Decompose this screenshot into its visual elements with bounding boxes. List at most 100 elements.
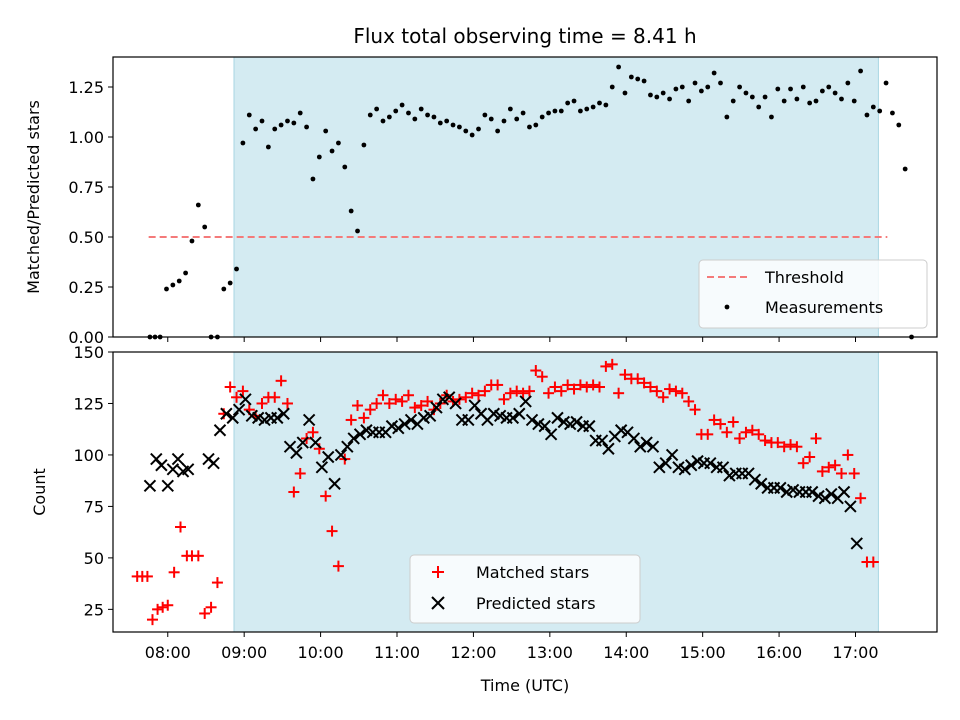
measurement-point bbox=[170, 282, 176, 288]
predicted-star-point bbox=[538, 419, 551, 433]
matched-star-point bbox=[855, 492, 867, 504]
predicted-star-point bbox=[583, 419, 596, 433]
measurement-point bbox=[240, 140, 246, 146]
x-tick-label: 14:00 bbox=[603, 643, 649, 662]
predicted-star-point bbox=[818, 491, 832, 505]
matched-star-point bbox=[504, 387, 516, 399]
measurement-point bbox=[164, 286, 169, 292]
top-y-tick-label: 0.25 bbox=[68, 278, 104, 297]
matched-star-point bbox=[162, 599, 174, 611]
predicted-star-point bbox=[462, 413, 475, 427]
measurement-point bbox=[221, 286, 227, 292]
measurement-point bbox=[380, 118, 386, 124]
measurement-point bbox=[361, 142, 367, 148]
x-tick-label: 16:00 bbox=[756, 643, 802, 662]
measurement-point bbox=[450, 122, 456, 128]
measurement-point bbox=[367, 112, 373, 118]
chart-title: Flux total observing time = 8.41 h bbox=[353, 24, 696, 48]
measurement-point bbox=[507, 106, 513, 112]
bottom-y-tick-label: 100 bbox=[73, 446, 104, 465]
measurement-point bbox=[183, 270, 188, 276]
matched-star-point bbox=[460, 391, 472, 403]
matched-star-point bbox=[797, 457, 809, 469]
measurement-point bbox=[832, 90, 838, 96]
measurement-point bbox=[355, 228, 360, 234]
matched-star-point bbox=[383, 397, 395, 409]
matched-star-point bbox=[657, 391, 669, 403]
bottom-y-tick-label: 125 bbox=[73, 394, 104, 413]
measurement-point bbox=[463, 128, 469, 134]
predicted-star-point bbox=[271, 411, 284, 425]
measurement-point bbox=[488, 116, 494, 122]
matched-star-point bbox=[606, 358, 618, 370]
bottom-legend: Matched stars Predicted stars bbox=[409, 554, 641, 624]
predicted-star-point bbox=[659, 456, 672, 470]
measurement-point bbox=[826, 84, 832, 90]
measurement-point bbox=[234, 266, 239, 272]
predicted-star-point bbox=[850, 537, 863, 550]
measurement-point bbox=[845, 80, 851, 86]
measurement-point bbox=[775, 86, 781, 92]
top-legend: Threshold Measurements bbox=[698, 259, 928, 329]
matched-star-point bbox=[746, 424, 758, 436]
measurement-point bbox=[189, 238, 195, 244]
measurement-point bbox=[329, 148, 335, 154]
matched-star-point bbox=[473, 389, 485, 401]
predicted-star-point bbox=[143, 479, 157, 493]
measurement-point bbox=[393, 108, 399, 114]
matched-star-point bbox=[523, 385, 535, 397]
matched-star-point bbox=[396, 395, 408, 407]
predicted-star-point bbox=[602, 442, 615, 455]
bottom-panel: 25 50 75 100 125 150 08:00 09:00 10:00 11:00 12:0… bbox=[30, 343, 938, 695]
matched-star-point bbox=[281, 397, 293, 409]
matched-star-point bbox=[829, 459, 841, 471]
predicted-star-point bbox=[404, 413, 418, 427]
measurement-point bbox=[622, 90, 628, 96]
measurements-legend-label: Measurements bbox=[765, 298, 883, 317]
predicted-star-point bbox=[468, 399, 481, 412]
predicted-star-point bbox=[551, 411, 564, 425]
predicted-star-point bbox=[207, 456, 220, 470]
predicted-star-point bbox=[334, 448, 348, 462]
measurement-point bbox=[724, 114, 730, 120]
matched-star-point bbox=[727, 416, 739, 428]
measurement-point bbox=[457, 124, 462, 130]
measurement-point bbox=[527, 124, 532, 130]
matched-star-point bbox=[364, 404, 376, 416]
matched-star-point bbox=[848, 467, 860, 479]
measurement-point bbox=[546, 110, 551, 116]
measurement-point bbox=[539, 114, 545, 120]
predicted-star-point bbox=[347, 432, 360, 445]
predicted-star-point bbox=[296, 436, 309, 449]
measurement-point bbox=[660, 90, 666, 96]
predicted-star-point bbox=[755, 477, 768, 490]
matched-star-point bbox=[753, 428, 765, 440]
measurement-point bbox=[673, 86, 679, 92]
measurement-point bbox=[628, 74, 634, 80]
predicted-star-point bbox=[322, 450, 335, 464]
matched-star-point bbox=[498, 393, 510, 405]
matched-star-point bbox=[422, 395, 434, 407]
predicted-star-point bbox=[309, 436, 322, 449]
matched-star-point bbox=[256, 397, 268, 409]
measurements-legend-marker bbox=[724, 304, 730, 310]
measurement-point bbox=[711, 70, 717, 76]
measurement-point bbox=[469, 132, 475, 138]
measurement-point bbox=[781, 98, 787, 104]
measurement-point bbox=[584, 106, 590, 112]
measurement-point bbox=[558, 108, 564, 114]
bottom-y-tick-label: 75 bbox=[84, 497, 104, 516]
measurement-point bbox=[819, 88, 825, 94]
predicted-star-point bbox=[290, 446, 303, 460]
bottom-y-tick-label: 25 bbox=[84, 600, 104, 619]
measurement-point bbox=[482, 112, 488, 118]
measurement-point bbox=[565, 100, 571, 106]
matched-star-point bbox=[294, 467, 306, 479]
predicted-star-point bbox=[634, 440, 647, 453]
measurement-point bbox=[227, 280, 233, 286]
measurement-point bbox=[202, 224, 208, 230]
matched-star-point bbox=[345, 414, 357, 426]
matched-star-point bbox=[651, 385, 663, 397]
matched-star-point bbox=[326, 525, 338, 537]
